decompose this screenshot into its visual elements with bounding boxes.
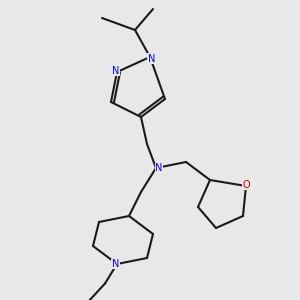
- Text: N: N: [148, 53, 155, 64]
- Text: N: N: [112, 259, 119, 269]
- Text: N: N: [155, 163, 163, 173]
- Text: O: O: [242, 179, 250, 190]
- Text: N: N: [112, 65, 119, 76]
